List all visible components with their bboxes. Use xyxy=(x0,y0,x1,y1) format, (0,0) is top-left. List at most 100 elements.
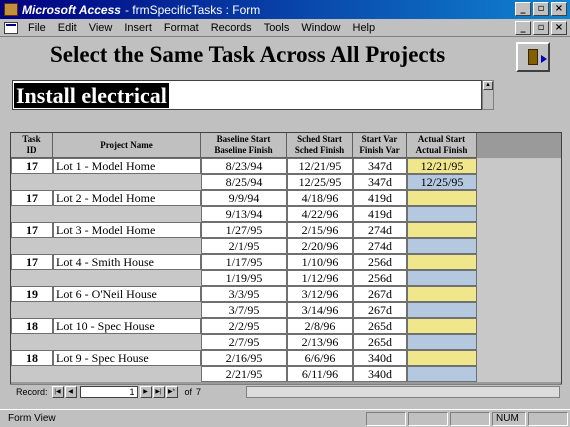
sched-finish-cell[interactable]: 12/25/95 xyxy=(287,174,353,190)
prev-record-button[interactable]: ◀ xyxy=(64,385,77,398)
next-record-button[interactable]: ▶ xyxy=(139,385,152,398)
task-id-cell[interactable]: 18 xyxy=(11,350,53,366)
actual-start-cell[interactable] xyxy=(407,286,477,302)
finish-var-cell[interactable]: 267d xyxy=(353,302,407,318)
horizontal-scrollbar[interactable] xyxy=(246,386,560,398)
minimize-button[interactable]: _ xyxy=(515,2,531,16)
task-scrollbar[interactable]: ▲ xyxy=(482,80,494,110)
task-id-cell[interactable]: 17 xyxy=(11,254,53,270)
restore-button[interactable]: ▫ xyxy=(533,2,549,16)
baseline-finish-cell[interactable]: 2/1/95 xyxy=(201,238,287,254)
menu-file[interactable]: File xyxy=(28,21,46,34)
baseline-start-cell[interactable]: 3/3/95 xyxy=(201,286,287,302)
actual-finish-cell[interactable] xyxy=(407,334,477,350)
last-record-button[interactable]: ▶| xyxy=(152,385,165,398)
actual-start-cell[interactable] xyxy=(407,350,477,366)
start-var-cell[interactable]: 265d xyxy=(353,318,407,334)
project-name-cell[interactable]: Lot 2 - Model Home xyxy=(53,190,201,206)
baseline-finish-cell[interactable]: 2/21/95 xyxy=(201,366,287,382)
finish-var-cell[interactable]: 347d xyxy=(353,174,407,190)
menu-window[interactable]: Window xyxy=(301,21,341,34)
menu-edit[interactable]: Edit xyxy=(57,21,77,34)
record-number-input[interactable]: 1 xyxy=(79,385,138,398)
form-icon[interactable] xyxy=(4,21,18,34)
project-name-cell[interactable]: Lot 1 - Model Home xyxy=(53,158,201,174)
baseline-finish-cell[interactable]: 9/13/94 xyxy=(201,206,287,222)
baseline-start-cell[interactable]: 9/9/94 xyxy=(201,190,287,206)
sched-finish-cell[interactable]: 2/13/96 xyxy=(287,334,353,350)
baseline-start-cell[interactable]: 2/16/95 xyxy=(201,350,287,366)
sched-finish-cell[interactable]: 4/22/96 xyxy=(287,206,353,222)
start-var-cell[interactable]: 347d xyxy=(353,158,407,174)
start-var-cell[interactable]: 419d xyxy=(353,190,407,206)
close-button[interactable]: × xyxy=(551,2,567,16)
menu-view[interactable]: View xyxy=(88,21,113,34)
menu-bar: File Edit View Insert Format Records Too… xyxy=(0,19,570,37)
baseline-start-cell[interactable]: 8/23/94 xyxy=(201,158,287,174)
finish-var-cell[interactable]: 419d xyxy=(353,206,407,222)
actual-start-cell[interactable] xyxy=(407,190,477,206)
task-id-cell[interactable]: 17 xyxy=(11,190,53,206)
menu-tools[interactable]: Tools xyxy=(263,21,290,34)
sched-start-cell[interactable]: 3/12/96 xyxy=(287,286,353,302)
sched-start-cell[interactable]: 6/6/96 xyxy=(287,350,353,366)
sched-start-cell[interactable]: 4/18/96 xyxy=(287,190,353,206)
finish-var-cell[interactable]: 340d xyxy=(353,366,407,382)
start-var-cell[interactable]: 340d xyxy=(353,350,407,366)
menu-help[interactable]: Help xyxy=(352,21,376,34)
menu-format[interactable]: Format xyxy=(163,21,199,34)
sched-start-cell[interactable]: 2/8/96 xyxy=(287,318,353,334)
start-var-cell[interactable]: 256d xyxy=(353,254,407,270)
baseline-finish-cell[interactable]: 3/7/95 xyxy=(201,302,287,318)
actual-start-cell[interactable] xyxy=(407,318,477,334)
baseline-start-cell[interactable]: 1/17/95 xyxy=(201,254,287,270)
menu-insert[interactable]: Insert xyxy=(124,21,152,34)
actual-finish-cell[interactable] xyxy=(407,238,477,254)
baseline-start-cell[interactable]: 2/2/95 xyxy=(201,318,287,334)
baseline-finish-cell[interactable]: 1/19/95 xyxy=(201,270,287,286)
project-name-cell[interactable]: Lot 10 - Spec House xyxy=(53,318,201,334)
project-name-cell[interactable]: Lot 6 - O'Neil House xyxy=(53,286,201,302)
start-var-cell[interactable]: 274d xyxy=(353,222,407,238)
finish-var-cell[interactable]: 274d xyxy=(353,238,407,254)
project-name-cell[interactable]: Lot 4 - Smith House xyxy=(53,254,201,270)
task-id-cell[interactable]: 17 xyxy=(11,158,53,174)
task-combo[interactable]: Install electrical xyxy=(12,80,482,110)
sched-finish-cell[interactable]: 1/12/96 xyxy=(287,270,353,286)
doc-minimize-button[interactable]: _ xyxy=(515,21,531,35)
scroll-up-arrow-icon[interactable]: ▲ xyxy=(483,81,493,90)
sched-finish-cell[interactable]: 6/11/96 xyxy=(287,366,353,382)
first-record-button[interactable]: |◀ xyxy=(51,385,64,398)
actual-start-cell[interactable]: 12/21/95 xyxy=(407,158,477,174)
actual-start-cell[interactable] xyxy=(407,254,477,270)
actual-finish-cell[interactable] xyxy=(407,270,477,286)
task-id-cell[interactable]: 19 xyxy=(11,286,53,302)
doc-close-button[interactable]: × xyxy=(551,21,567,35)
exit-button[interactable] xyxy=(516,42,550,72)
finish-var-cell[interactable]: 256d xyxy=(353,270,407,286)
actual-finish-cell[interactable] xyxy=(407,206,477,222)
new-record-button[interactable]: ▶* xyxy=(165,385,178,398)
sched-start-cell[interactable]: 1/10/96 xyxy=(287,254,353,270)
finish-var-cell[interactable]: 265d xyxy=(353,334,407,350)
actual-finish-cell[interactable] xyxy=(407,366,477,382)
project-name-cell[interactable]: Lot 9 - Spec House xyxy=(53,350,201,366)
task-id-cell[interactable]: 17 xyxy=(11,222,53,238)
sched-start-cell[interactable]: 12/21/95 xyxy=(287,158,353,174)
doc-restore-button[interactable]: ▫ xyxy=(533,21,549,35)
baseline-finish-cell[interactable]: 8/25/94 xyxy=(201,174,287,190)
baseline-start-cell[interactable]: 1/27/95 xyxy=(201,222,287,238)
actual-start-cell[interactable] xyxy=(407,222,477,238)
actual-finish-cell[interactable]: 12/25/95 xyxy=(407,174,477,190)
header-sched-line2: Sched Finish xyxy=(294,145,345,155)
sched-start-cell[interactable]: 2/15/96 xyxy=(287,222,353,238)
task-id-cell[interactable]: 18 xyxy=(11,318,53,334)
baseline-finish-cell[interactable]: 2/7/95 xyxy=(201,334,287,350)
menu-records[interactable]: Records xyxy=(210,21,252,34)
actual-finish-cell[interactable] xyxy=(407,302,477,318)
start-var-cell[interactable]: 267d xyxy=(353,286,407,302)
sched-finish-cell[interactable]: 3/14/96 xyxy=(287,302,353,318)
sched-finish-cell[interactable]: 2/20/96 xyxy=(287,238,353,254)
project-name-cell[interactable]: Lot 3 - Model Home xyxy=(53,222,201,238)
access-key-icon[interactable] xyxy=(4,3,18,16)
